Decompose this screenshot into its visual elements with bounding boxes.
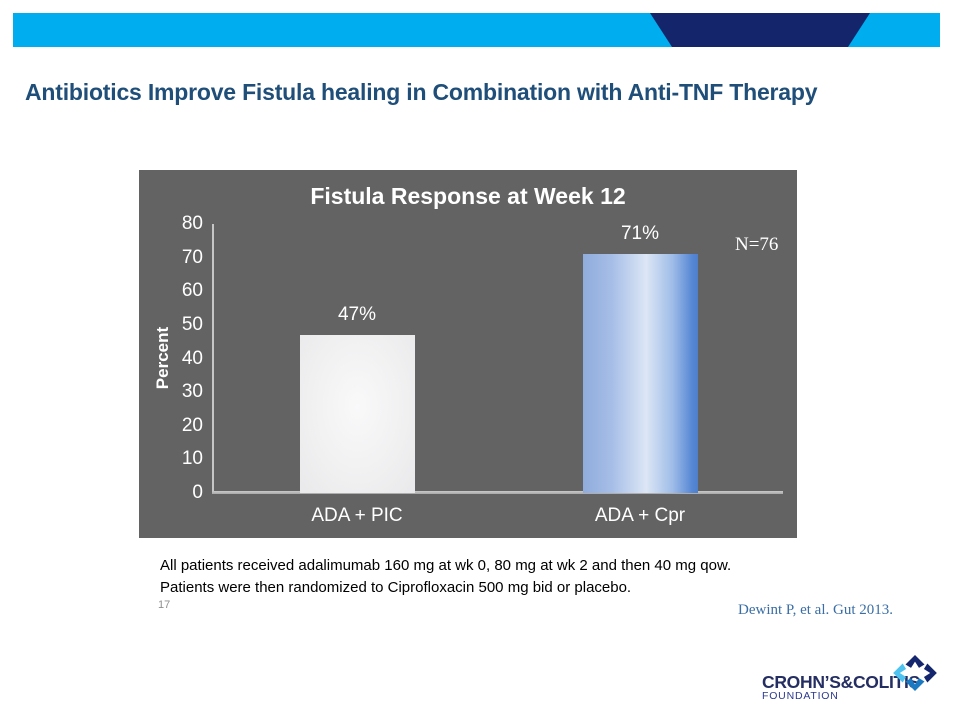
citation: Dewint P, et al. Gut 2013. <box>738 602 893 618</box>
y-tick-label-20: 20 <box>181 414 203 436</box>
logo-ampersand: & <box>840 672 854 692</box>
sample-size-annotation: N=76 <box>735 234 779 255</box>
page-number: 17 <box>158 599 171 611</box>
y-axis-line <box>212 224 214 493</box>
x-axis-line <box>212 491 783 494</box>
y-tick-label-70: 70 <box>181 246 203 268</box>
top-banner <box>13 13 940 47</box>
footnote: All patients received adalimumab 160 mg … <box>160 555 820 599</box>
value-label-ada-pic: 47% <box>337 304 377 325</box>
footnote-line-2: Patients were then randomized to Ciprofl… <box>160 579 632 596</box>
banner-trapezoid-accent <box>650 13 870 47</box>
chart-title: Fistula Response at Week 12 <box>310 183 626 209</box>
logo-name-part1: CROHN’S <box>762 672 841 692</box>
y-tick-label-60: 60 <box>181 280 203 302</box>
y-tick-label-80: 80 <box>181 213 203 234</box>
star-pinwheel-icon <box>893 654 937 692</box>
y-tick-label-40: 40 <box>181 347 203 369</box>
slide-title: Antibiotics Improve Fistula healing in C… <box>25 79 818 105</box>
category-label-ada-cpr: ADA + Cpr <box>594 505 686 526</box>
category-label-ada-pic: ADA + PIC <box>311 505 403 526</box>
y-tick-label-10: 10 <box>181 448 203 470</box>
bar-ada-cpr <box>582 254 698 493</box>
chart-panel: Fistula Response at Week 12 Percent N=76… <box>139 170 797 538</box>
footnote-line-1: All patients received adalimumab 160 mg … <box>160 557 732 574</box>
y-tick-label-30: 30 <box>181 381 203 403</box>
crohns-colitis-foundation-logo: CROHN’S&COLITIS FOUNDATION <box>762 654 940 706</box>
y-tick-label-50: 50 <box>181 313 203 335</box>
logo-subtitle: FOUNDATION <box>762 690 839 702</box>
bar-ada-pic <box>299 335 415 493</box>
y-tick-label-0: 0 <box>192 482 203 503</box>
value-label-ada-cpr: 71% <box>620 223 660 244</box>
